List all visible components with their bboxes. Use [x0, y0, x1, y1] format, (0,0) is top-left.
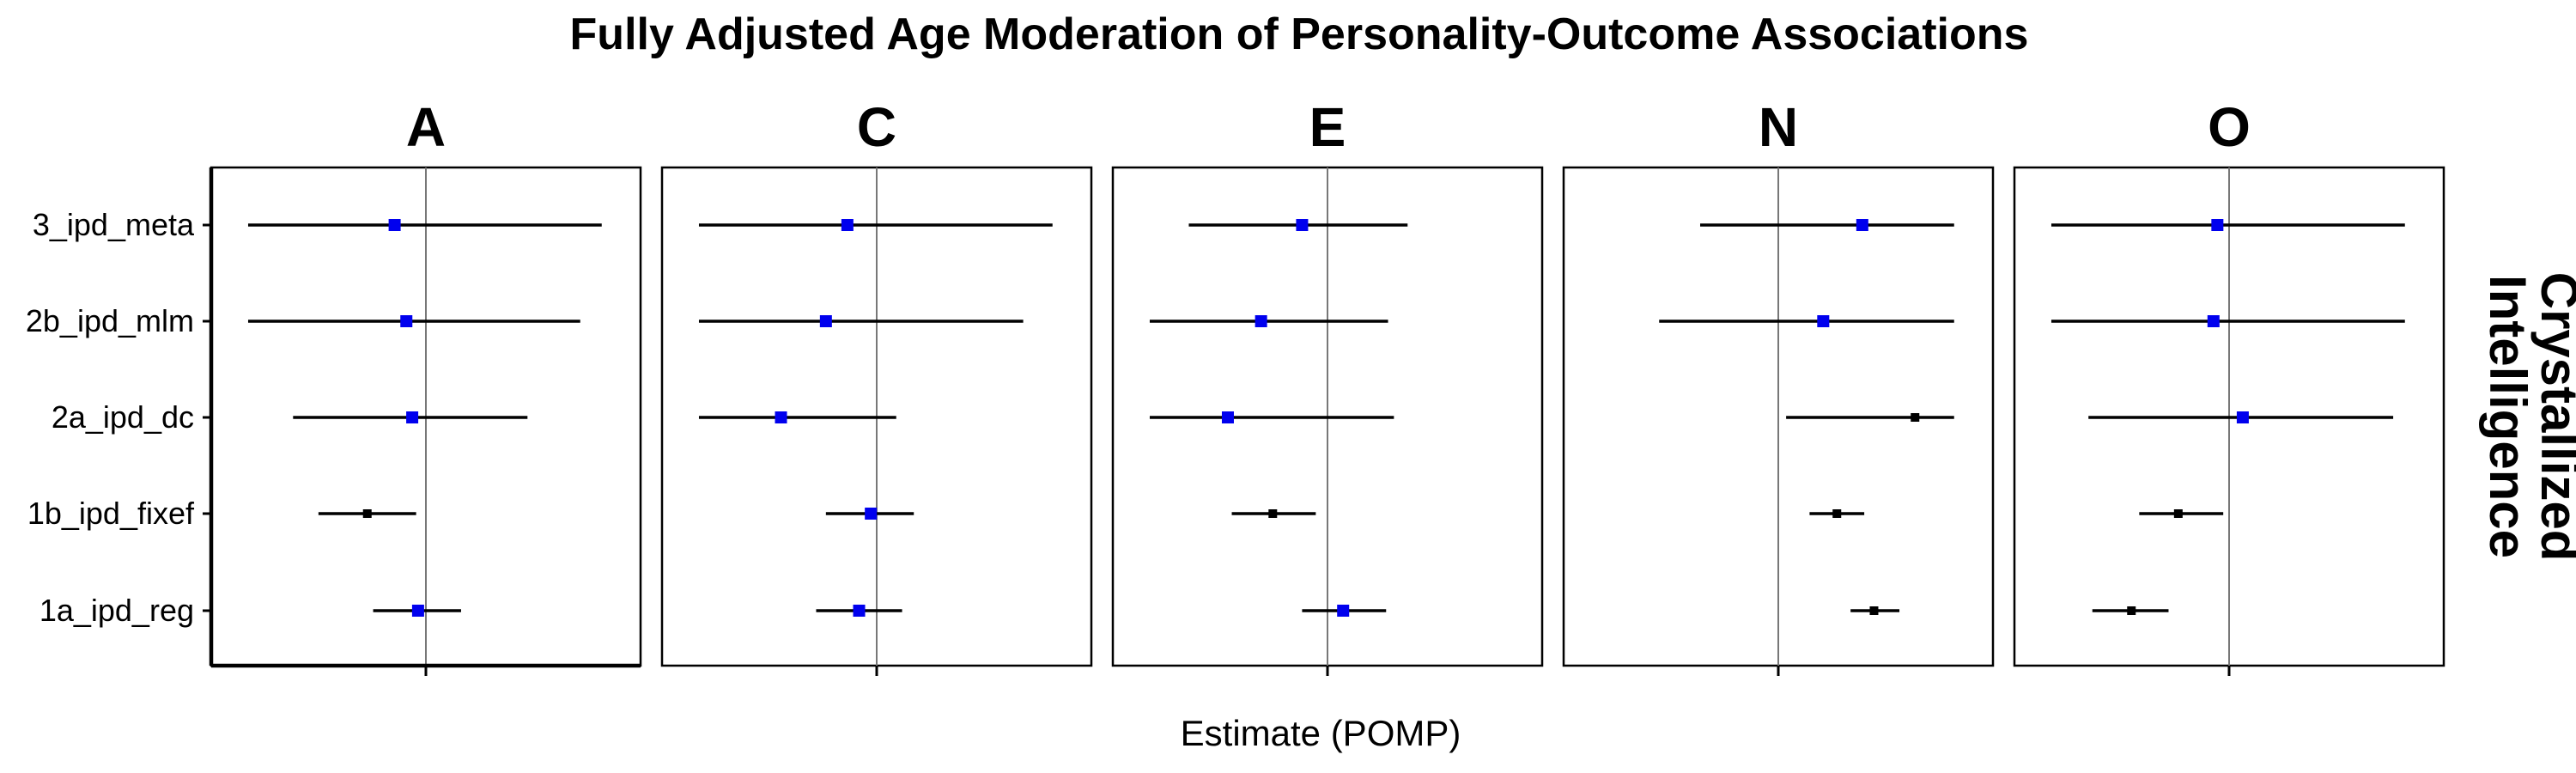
row-strip-label: CrystallizedIntelligence: [2479, 272, 2576, 562]
point-estimate: [1221, 411, 1234, 423]
estimate-row-1b_ipd_fixef: [1809, 509, 1865, 518]
point-estimate: [388, 219, 401, 231]
point-estimate: [1337, 605, 1350, 617]
estimate-row-1a_ipd_reg: [816, 605, 902, 617]
point-estimate: [1911, 413, 1920, 422]
chart-title: Fully Adjusted Age Moderation of Persona…: [570, 9, 2029, 59]
estimate-row-2a_ipd_dc: [698, 411, 896, 423]
estimate-row-1a_ipd_reg: [1302, 605, 1387, 617]
estimate-row-1a_ipd_reg: [373, 605, 461, 617]
estimate-row-3_ipd_meta: [1700, 219, 1954, 231]
estimate-row-2a_ipd_dc: [1149, 411, 1394, 423]
estimate-row-1b_ipd_fixef: [825, 508, 914, 520]
facet-label: C: [857, 96, 896, 158]
x-axis-label: Estimate (POMP): [1181, 713, 1461, 753]
point-estimate: [2173, 509, 2183, 518]
estimate-row-3_ipd_meta: [2050, 219, 2405, 231]
estimate-row-3_ipd_meta: [1188, 219, 1408, 231]
facet-panel-c: C: [660, 96, 1093, 676]
y-tick-label: 2a_ipd_dc: [52, 399, 194, 435]
facet-label: A: [406, 96, 446, 158]
point-estimate: [841, 219, 854, 231]
row-strip-layer: CrystallizedIntelligence: [2479, 272, 2576, 562]
estimate-row-2b_ipd_mlm: [1149, 315, 1388, 327]
point-estimate: [865, 508, 878, 520]
point-estimate: [406, 411, 419, 423]
point-estimate: [1817, 315, 1830, 327]
point-estimate: [1296, 219, 1309, 231]
estimate-row-1a_ipd_reg: [1850, 606, 1900, 615]
point-estimate: [775, 411, 787, 423]
estimate-row-2a_ipd_dc: [1786, 413, 1954, 422]
facet-label: E: [1309, 96, 1346, 158]
estimate-row-2a_ipd_dc: [2088, 411, 2394, 423]
facet-panel-o: O: [2013, 96, 2445, 676]
estimate-row-1b_ipd_fixef: [318, 509, 416, 518]
facet-label: N: [1759, 96, 1798, 158]
facet-panel-n: N: [1562, 96, 1995, 676]
y-tick-label: 2b_ipd_mlm: [26, 303, 194, 338]
point-estimate: [1856, 219, 1868, 231]
point-estimate: [362, 509, 372, 518]
point-estimate: [411, 605, 424, 617]
facet-panel-e: E: [1111, 96, 1544, 676]
point-estimate: [2211, 219, 2224, 231]
point-estimate: [819, 315, 832, 327]
estimate-row-1a_ipd_reg: [2092, 606, 2169, 615]
estimate-row-1b_ipd_fixef: [2139, 509, 2224, 518]
point-estimate: [1869, 606, 1879, 615]
y-tick-label: 1a_ipd_reg: [39, 593, 194, 628]
estimate-row-1b_ipd_fixef: [1231, 509, 1316, 518]
y-tick-labels: 3_ipd_meta 2b_ipd_mlm 2a_ipd_dc 1b_ipd_fixe…: [26, 167, 641, 668]
point-estimate: [2127, 606, 2136, 615]
estimate-row-2b_ipd_mlm: [2050, 315, 2405, 327]
estimate-row-2b_ipd_mlm: [1659, 315, 1954, 327]
point-estimate: [400, 315, 413, 327]
estimate-row-3_ipd_meta: [698, 219, 1053, 231]
y-tick-label: 1b_ipd_fixef: [27, 496, 195, 531]
estimate-row-3_ipd_meta: [247, 219, 602, 231]
point-estimate: [1255, 315, 1267, 327]
point-estimate: [2236, 411, 2249, 423]
estimate-row-2b_ipd_mlm: [247, 315, 580, 327]
estimate-row-2a_ipd_dc: [293, 411, 528, 423]
facet-panel-a: A: [210, 96, 642, 676]
point-estimate: [2207, 315, 2220, 327]
point-estimate: [1832, 509, 1842, 518]
estimate-row-2b_ipd_mlm: [698, 315, 1024, 327]
point-estimate: [853, 605, 866, 617]
y-tick-label: 3_ipd_meta: [33, 207, 195, 242]
facet-label: O: [2208, 96, 2251, 158]
point-estimate: [1268, 509, 1278, 518]
